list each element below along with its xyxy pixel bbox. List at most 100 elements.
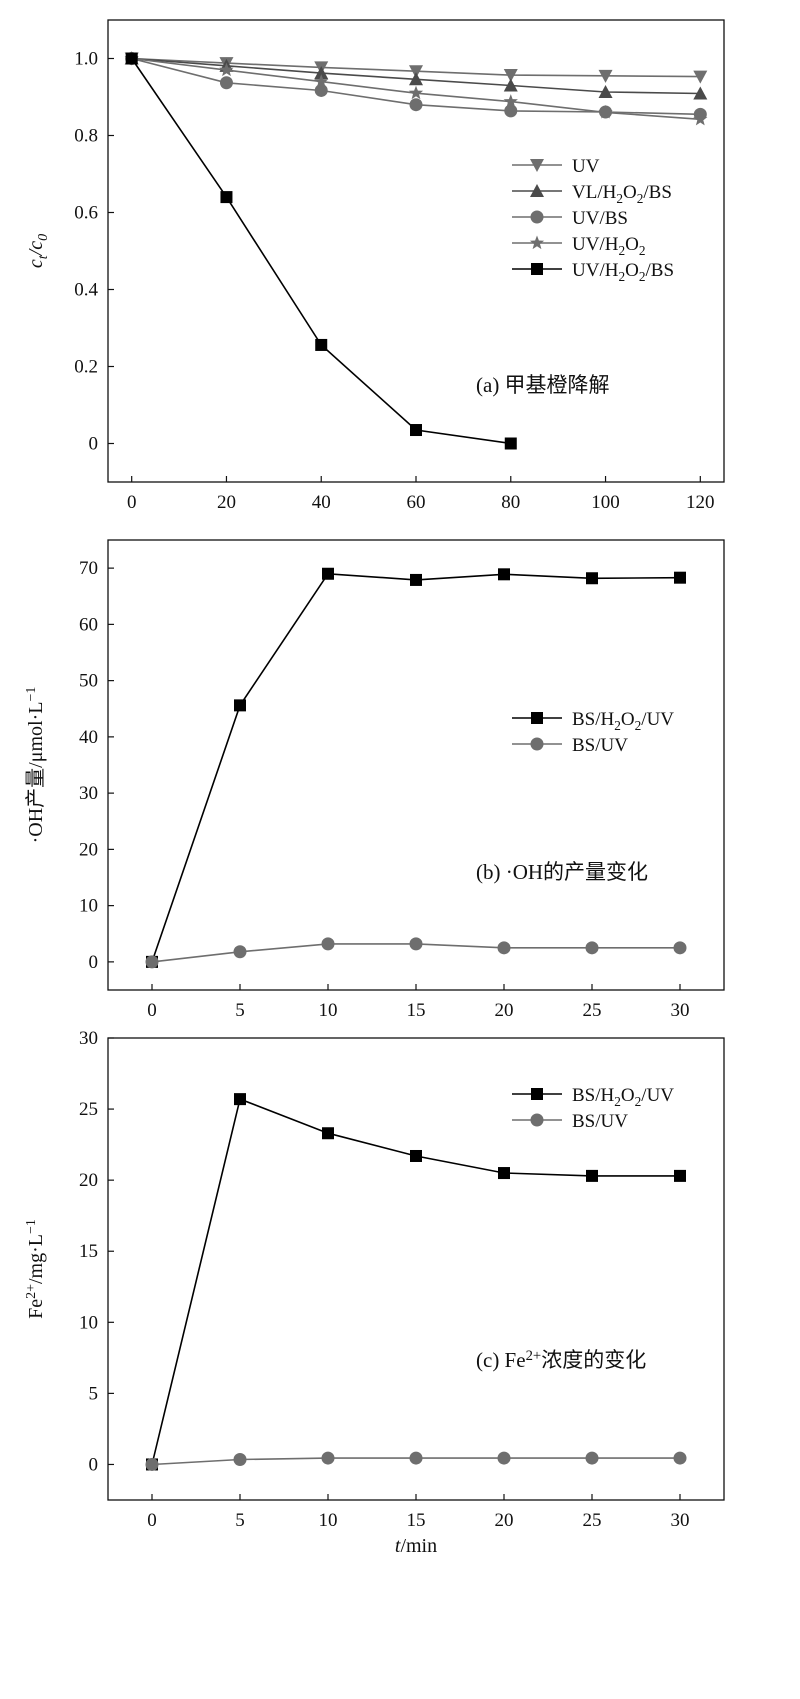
data-point xyxy=(693,86,708,100)
data-point xyxy=(504,437,517,450)
data-point xyxy=(504,104,518,118)
legend-label: BS/UV xyxy=(572,735,628,756)
legend-marker xyxy=(530,159,544,172)
y-tick-label: 0 xyxy=(89,434,99,455)
data-point xyxy=(497,1451,511,1465)
data-point xyxy=(498,568,510,581)
y-tick-label: 60 xyxy=(79,614,98,635)
data-point xyxy=(234,699,246,712)
data-point xyxy=(321,937,335,951)
legend-label: UV xyxy=(572,156,600,177)
x-tick-label: 10 xyxy=(319,1000,338,1021)
series-4 xyxy=(124,51,708,126)
data-point xyxy=(233,945,247,959)
chart-panel-2: 0 5 10 15 20 25 30 0 10 20 30 40 50 60 70 ·OH产量/μmol·L−… xyxy=(24,539,725,1021)
x-tick-label: 15 xyxy=(407,1000,426,1021)
data-point xyxy=(409,98,423,112)
x-tick-label: 20 xyxy=(495,1510,514,1531)
data-point xyxy=(145,955,159,969)
data-point xyxy=(314,83,328,97)
data-point xyxy=(503,94,518,108)
data-point xyxy=(219,62,234,77)
data-point xyxy=(598,84,613,98)
data-point xyxy=(585,1451,599,1465)
x-tick-label: 25 xyxy=(583,1000,602,1021)
data-point xyxy=(598,104,613,119)
data-point xyxy=(322,1127,334,1140)
y-axis-label-group: ct/c0 xyxy=(25,234,51,268)
x-tick-label: 15 xyxy=(407,1510,426,1531)
y-tick-label: 0.6 xyxy=(74,203,98,224)
y-axis-label: ·OH产量/μmol·L−1 xyxy=(24,687,47,844)
x-tick-label: 20 xyxy=(217,492,236,513)
data-point xyxy=(409,937,423,951)
series-5 xyxy=(125,52,517,450)
data-point xyxy=(125,52,138,65)
data-point xyxy=(408,85,424,100)
data-point xyxy=(322,567,334,580)
y-tick-label: 0 xyxy=(89,1454,99,1475)
y-tick-label: 20 xyxy=(79,839,98,860)
data-point xyxy=(693,111,708,126)
legend-label: UV/BS xyxy=(572,208,628,229)
x-tick-label: 20 xyxy=(495,1000,514,1021)
x-tick-label: 40 xyxy=(312,492,331,513)
legend-label: BS/H2O2/UV xyxy=(572,1085,674,1109)
series-1 xyxy=(146,1093,686,1471)
series-2 xyxy=(145,1451,687,1471)
y-axis-label-group: Fe2+/mg·L−1 xyxy=(24,1219,47,1319)
data-point xyxy=(233,1452,247,1466)
legend-marker xyxy=(529,235,545,250)
y-tick-label: 50 xyxy=(79,671,98,692)
data-point xyxy=(503,69,518,83)
data-point xyxy=(673,941,687,955)
y-tick-label: 40 xyxy=(79,727,98,748)
plot-frame xyxy=(107,1037,725,1501)
legend-marker xyxy=(531,1088,543,1100)
x-tick-label: 0 xyxy=(127,492,137,513)
data-point xyxy=(409,72,423,86)
data-point xyxy=(585,941,599,955)
data-point xyxy=(314,74,329,88)
series-line xyxy=(151,572,681,963)
legend-label: BS/H2O2/UV xyxy=(572,709,674,733)
x-tick-label: 0 xyxy=(147,1510,157,1531)
legend-label: UV/H2O2/BS xyxy=(572,260,674,284)
chart-panel-1: 0 20 40 60 80 100 120 0 0.2 0.4 0.6 0.8 1.0 ct/c0 UV VL… xyxy=(25,19,725,513)
legend-marker xyxy=(530,184,544,197)
y-axis-label-group: ·OH产量/μmol·L−1 xyxy=(24,687,47,844)
y-tick-label: 25 xyxy=(79,1099,98,1120)
x-tick-label: 60 xyxy=(407,492,426,513)
series-2 xyxy=(145,937,687,969)
y-tick-label: 0.8 xyxy=(74,126,98,147)
data-point xyxy=(673,1451,687,1465)
data-point xyxy=(314,66,329,80)
data-point xyxy=(586,1169,598,1182)
y-tick-label: 0.4 xyxy=(74,280,98,301)
x-tick-label: 10 xyxy=(319,1510,338,1531)
data-point xyxy=(586,572,598,585)
x-tick-label: 30 xyxy=(671,1000,690,1021)
x-tick-label: 25 xyxy=(583,1510,602,1531)
data-point xyxy=(674,571,686,584)
plot-frame xyxy=(107,539,725,991)
data-point xyxy=(598,69,613,83)
data-point xyxy=(410,424,422,437)
x-tick-label: 100 xyxy=(591,492,620,513)
y-tick-label: 0 xyxy=(89,952,99,973)
legend-marker xyxy=(530,737,544,751)
panel-label: (a) 甲基橙降解 xyxy=(476,373,610,397)
x-tick-label: 30 xyxy=(671,1510,690,1531)
data-point xyxy=(219,76,233,90)
x-tick-label: 0 xyxy=(147,1000,157,1021)
data-point xyxy=(315,338,328,351)
y-tick-label: 30 xyxy=(79,1028,98,1049)
panel-label: (b) ·OH的产量变化 xyxy=(476,860,648,884)
legend-marker xyxy=(531,263,543,275)
data-point xyxy=(503,78,518,92)
data-point xyxy=(321,1451,335,1465)
